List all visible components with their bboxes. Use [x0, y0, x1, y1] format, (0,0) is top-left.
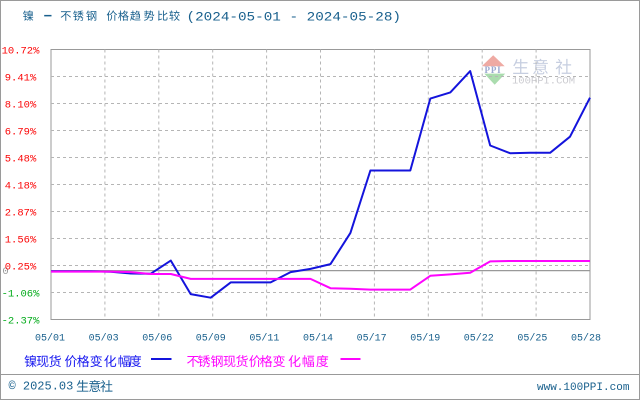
svg-text:9.41%: 9.41%	[5, 72, 37, 84]
svg-text:0: 0	[2, 266, 8, 278]
svg-text:05/22: 05/22	[464, 333, 494, 345]
svg-text:05/03: 05/03	[89, 333, 119, 345]
svg-text:www.100PPI.com: www.100PPI.com	[537, 382, 630, 394]
svg-text:© 2025.03: © 2025.03	[9, 379, 74, 393]
svg-text:05/14: 05/14	[303, 333, 333, 345]
svg-text:0.25%: 0.25%	[5, 261, 37, 273]
svg-text:8.10%: 8.10%	[5, 99, 37, 111]
svg-text:(2024-05-01 - 2024-05-28): (2024-05-01 - 2024-05-28)	[187, 9, 402, 24]
svg-text:PPI: PPI	[485, 65, 502, 75]
svg-text:05/01: 05/01	[35, 333, 65, 345]
svg-text:05/19: 05/19	[410, 333, 440, 345]
svg-text:05/17: 05/17	[357, 333, 387, 345]
svg-text:05/25: 05/25	[517, 333, 547, 345]
svg-text:-1.06%: -1.06%	[2, 288, 41, 300]
svg-text:2.87%: 2.87%	[5, 207, 37, 219]
svg-text:10.72%: 10.72%	[2, 45, 41, 57]
svg-text:1.56%: 1.56%	[5, 234, 37, 246]
svg-text:100PPI.COM: 100PPI.COM	[512, 76, 575, 88]
svg-text:05/11: 05/11	[249, 333, 279, 345]
svg-text:4.18%: 4.18%	[5, 180, 37, 192]
svg-text:-2.37%: -2.37%	[2, 315, 41, 327]
svg-text:05/06: 05/06	[142, 333, 172, 345]
svg-text:05/28: 05/28	[571, 333, 601, 345]
svg-text:05/09: 05/09	[196, 333, 226, 345]
svg-text:5.48%: 5.48%	[5, 153, 37, 165]
svg-text:6.79%: 6.79%	[5, 126, 37, 138]
